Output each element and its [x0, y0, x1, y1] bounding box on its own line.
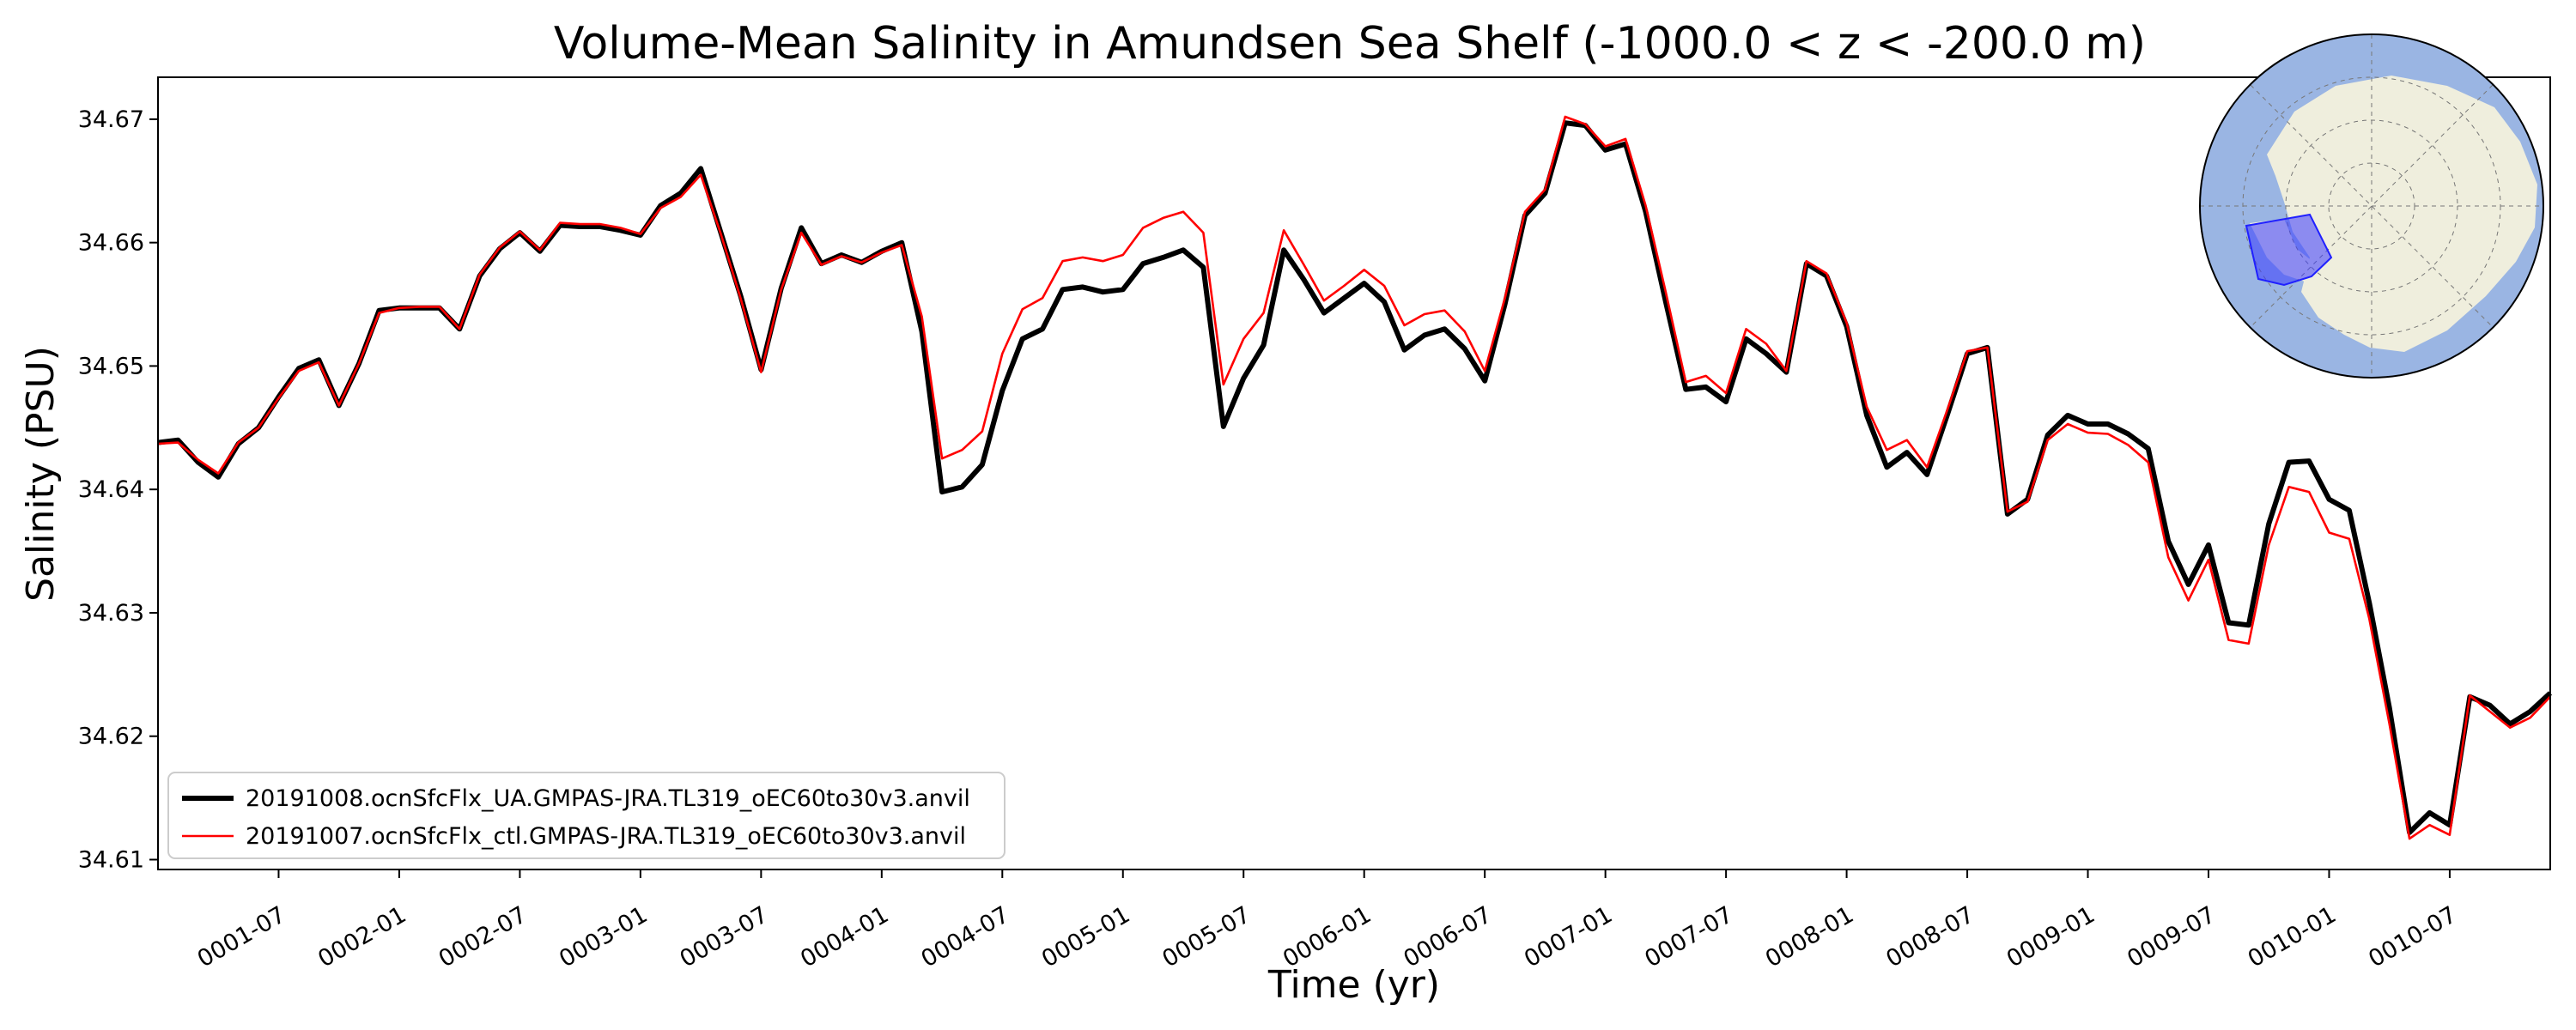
x-tick-label: 0003-07: [676, 901, 773, 972]
x-axis-label: Time (yr): [1267, 963, 1440, 1007]
y-axis-label: Salinity (PSU): [19, 346, 63, 602]
x-tick-label: 0001-07: [193, 901, 290, 972]
series-line-ctl: [157, 115, 2551, 840]
x-tick-label: 0008-07: [1881, 901, 1978, 972]
y-tick-label: 34.66: [78, 230, 144, 257]
x-tick-label: 0002-07: [434, 901, 532, 972]
y-tick-label: 34.65: [78, 353, 144, 379]
ice-shelf-patch: [2336, 120, 2379, 154]
x-axis: 0001-07 0002-01 0002-07 0003-01 0003-07 0004-…: [193, 869, 2461, 972]
amundsen-region-highlight: [2245, 213, 2333, 287]
x-tick-label: 0006-07: [1399, 901, 1496, 972]
antarctica-landmass: [2267, 76, 2537, 352]
legend-box: [167, 772, 1005, 859]
x-tick-label: 0006-01: [1279, 901, 1376, 972]
x-tick-label: 0005-07: [1158, 901, 1255, 972]
x-tick-label: 0007-07: [1640, 901, 1737, 972]
legend: 20191008.ocnSfcFlx_UA.GMPAS-JRA.TL319_oE…: [167, 772, 1005, 859]
series-layer: [157, 115, 2553, 840]
series-line-ua: [157, 120, 2553, 835]
x-tick-label: 0009-07: [2123, 901, 2220, 972]
y-tick-label: 34.63: [78, 600, 144, 627]
graticule: [2200, 34, 2543, 378]
x-tick-label: 0010-01: [2244, 901, 2341, 972]
x-tick-label: 0009-01: [2002, 901, 2099, 972]
plot-area: [157, 76, 2553, 870]
x-tick-label: 0007-01: [1520, 901, 1617, 972]
globe-outline: [2199, 33, 2544, 379]
y-axis: 34.61 34.62 34.63 34.64 34.65 34.66 34.67: [78, 106, 158, 873]
legend-label-ua: 20191008.ocnSfcFlx_UA.GMPAS-JRA.TL319_oE…: [246, 785, 970, 812]
chart-title: Volume-Mean Salinity in Amundsen Sea She…: [554, 18, 2146, 70]
y-tick-label: 34.62: [78, 724, 144, 750]
y-tick-label: 34.64: [78, 476, 144, 503]
x-tick-label: 0008-01: [1761, 901, 1858, 972]
x-tick-label: 0002-01: [313, 901, 410, 972]
x-tick-label: 0005-01: [1037, 901, 1134, 972]
region-map-inset: [2199, 33, 2544, 379]
plot-frame: [157, 76, 2551, 870]
x-tick-label: 0003-01: [555, 901, 652, 972]
y-tick-label: 34.61: [78, 846, 144, 873]
x-tick-label: 0004-01: [796, 901, 893, 972]
x-tick-label: 0010-07: [2364, 901, 2461, 972]
y-tick-label: 34.67: [78, 106, 144, 133]
legend-label-ctl: 20191007.ocnSfcFlx_ctl.GMPAS-JRA.TL319_o…: [246, 823, 966, 850]
x-tick-label: 0004-07: [917, 901, 1014, 972]
